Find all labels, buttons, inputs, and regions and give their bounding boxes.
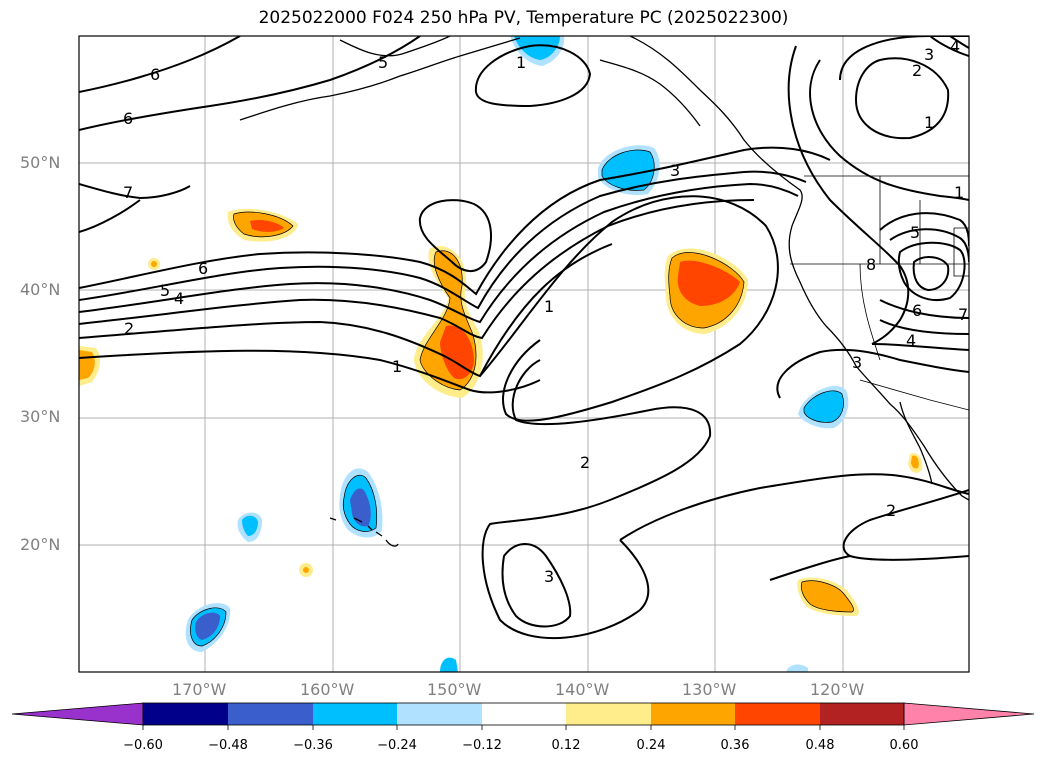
contour-label: 2: [886, 501, 896, 520]
contour-label: 2: [124, 319, 134, 338]
contour-label: 3: [852, 353, 862, 372]
contour-label: 5: [378, 53, 388, 72]
lat-label-30n: 30°N: [20, 407, 61, 426]
colorbar-tick: −0.60: [123, 738, 163, 753]
contour-label: 1: [954, 183, 964, 202]
lon-label-130w: 130°W: [682, 680, 737, 699]
colorbar-tick: 0.48: [805, 738, 835, 753]
colorbar-tick: −0.24: [377, 738, 417, 753]
contour-label: 6: [198, 259, 208, 278]
lat-label-20n: 20°N: [20, 535, 61, 554]
pv-outlines: [190, 149, 854, 647]
colorbar-tick: 0.60: [889, 738, 919, 753]
colorbar: [11, 702, 1035, 730]
temperature-contours: [79, 36, 969, 640]
colorbar-tick: 0.36: [720, 738, 750, 753]
contour-label: 3: [670, 161, 680, 180]
map-frame: [78, 35, 970, 673]
contour-label: 4: [174, 289, 184, 308]
contour-label: 2: [912, 61, 922, 80]
contour-label: 1: [392, 357, 402, 376]
lon-label-140w: 140°W: [555, 680, 610, 699]
contour-label: 2: [580, 453, 590, 472]
lon-label-160w: 160°W: [300, 680, 355, 699]
contour-label: 1: [516, 53, 526, 72]
contour-label: 4: [950, 37, 960, 56]
contour-label: 3: [544, 567, 554, 586]
contour-label: 6: [912, 301, 922, 320]
contour-labels: 6 6 5 7 6 5 4 2 1 1 3 1 2 3 1 2 3 4 7 5 …: [123, 37, 968, 586]
lon-label-150w: 150°W: [427, 680, 482, 699]
colorbar-tick: −0.12: [462, 738, 502, 753]
contour-label: 6: [150, 65, 160, 84]
lat-label-50n: 50°N: [20, 153, 61, 172]
contour-label: 7: [123, 183, 133, 202]
contour-label: 3: [924, 45, 934, 64]
contour-label: 4: [906, 331, 916, 350]
lat-label-40n: 40°N: [20, 280, 61, 299]
colorbar-tick: 0.12: [551, 738, 581, 753]
lon-label-120w: 120°W: [810, 680, 865, 699]
colorbar-tick: −0.48: [208, 738, 248, 753]
colorbar-tick: −0.36: [293, 738, 333, 753]
contour-label: 5: [910, 223, 920, 242]
coastlines: [239, 36, 969, 547]
map-area: 6 6 5 7 6 5 4 2 1 1 3 1 2 3 1 2 3 4 7 5 …: [79, 36, 969, 672]
contour-label: 5: [160, 281, 170, 300]
map-title: 2025022000 F024 250 hPa PV, Temperature …: [258, 8, 789, 28]
contour-label: 1: [924, 113, 934, 132]
colorbar-tick: 0.24: [636, 738, 666, 753]
lon-label-170w: 170°W: [172, 680, 227, 699]
contour-label: 8: [866, 255, 876, 274]
contour-label: 1: [544, 297, 554, 316]
contour-label: 6: [123, 109, 133, 128]
contour-label: 7: [958, 305, 968, 324]
